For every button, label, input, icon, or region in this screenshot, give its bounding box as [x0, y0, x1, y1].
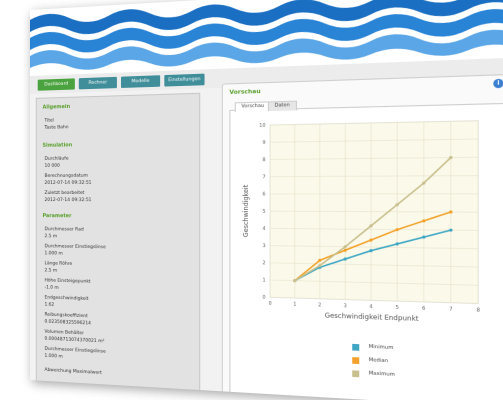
y-tick-label: 6 — [262, 191, 265, 198]
legend-label: Median — [369, 357, 388, 367]
sidebar-section-title: Parameter — [43, 213, 72, 219]
tab-vorschau[interactable]: Vorschau — [235, 101, 271, 112]
sidebar-section-title: Simulation — [43, 142, 73, 149]
sidebar-item: 10 000 — [44, 164, 59, 169]
sidebar-item: 2012-07-14 09:32:51 — [44, 181, 91, 186]
sidebar: Allgemein Titel Taste Bahn Simulation Du… — [36, 93, 200, 400]
x-tick-label: 7 — [449, 306, 453, 313]
sidebar-item: Durchläufe — [44, 157, 68, 162]
y-tick-label: 9 — [262, 140, 265, 147]
sidebar-item: Volumen Behälter — [44, 330, 83, 337]
sidebar-item: Endgeschwindigkeit — [44, 295, 88, 301]
sidebar-item: Abweichung Maximalwert — [44, 368, 101, 376]
browser-page: Dashboard Rechner Modelle Einstellungen … — [30, 0, 503, 400]
y-tick-label: 0 — [262, 294, 265, 301]
x-tick-label: 1 — [293, 301, 296, 308]
sidebar-item: Berechnungsdatum — [44, 174, 87, 179]
x-tick-label: 5 — [395, 304, 399, 311]
data-point-median[interactable] — [422, 219, 425, 222]
sidebar-item: 2.5 m — [44, 268, 57, 273]
sidebar-item: 1.000 m — [44, 251, 62, 256]
nav-tab-dashboard[interactable]: Dashboard — [38, 78, 75, 90]
sidebar-item: Länge Röhre — [44, 261, 72, 267]
tab-container: Vorschau Daten 0 1 2 3 4 5 6 7 8 0 1 2 3 4 5 6 7 8 9 10 Ges… — [229, 103, 503, 400]
sidebar-section-title: Allgemein — [43, 104, 71, 111]
sidebar-item: Durchmesser Rad — [44, 227, 83, 232]
legend-swatch — [352, 344, 359, 351]
x-tick-label: 4 — [369, 304, 373, 311]
x-tick-label: 3 — [344, 303, 348, 310]
legend-item-median[interactable]: Median — [352, 356, 399, 367]
data-point-maximum[interactable] — [396, 203, 399, 206]
sidebar-item: 1.000 m — [44, 354, 62, 360]
sidebar-item: 2.5 m — [44, 234, 57, 239]
y-tick-label: 5 — [262, 208, 265, 215]
line-chart: 0 1 2 3 4 5 6 7 8 0 1 2 3 4 5 6 7 8 9 10 Geschwindigkeit En… — [239, 114, 493, 344]
y-tick-label: 4 — [262, 226, 265, 233]
x-axis-label: Geschwindigkeit Endpunkt — [325, 313, 420, 323]
data-point-maximum[interactable] — [369, 224, 372, 227]
sidebar-item: 1.62 — [44, 302, 54, 307]
legend-label: Minimum — [369, 343, 394, 353]
nav-tab-rechner[interactable]: Rechner — [79, 77, 117, 90]
legend-label: Maximum — [369, 370, 395, 380]
y-tick-label: 3 — [262, 243, 265, 250]
sidebar-item: Zuletzt bearbeitet — [44, 191, 84, 196]
y-tick-label: 2 — [262, 260, 265, 267]
x-tick-label: 0 — [268, 300, 271, 307]
info-icon[interactable]: i — [493, 79, 503, 89]
data-point-median[interactable] — [449, 210, 452, 213]
sidebar-item: 0.023508325596214 — [44, 320, 91, 327]
sidebar-item: Höhe Einsteigepunkt — [44, 278, 90, 284]
panel-title: Vorschau — [229, 89, 260, 96]
y-tick-label: 1 — [262, 277, 265, 284]
legend-swatch — [352, 370, 359, 377]
sidebar-item: 2012-07-14 09:32:51 — [44, 198, 91, 203]
x-tick-label: 8 — [476, 307, 480, 314]
sidebar-item: -1.0 m — [44, 285, 58, 290]
sidebar-item: 0.00048713074370021 m² — [44, 337, 104, 345]
y-tick-label: 8 — [262, 157, 265, 164]
data-point-maximum[interactable] — [422, 181, 425, 184]
x-tick-label: 2 — [318, 302, 322, 309]
y-axis-label: Geschwindigkeit — [243, 184, 250, 237]
x-tick-label: 6 — [422, 305, 426, 312]
legend-item-minimum[interactable]: Minimum — [352, 343, 399, 354]
nav-tab-einstellungen[interactable]: Einstellungen — [164, 74, 204, 87]
sidebar-item: Titel — [44, 118, 53, 123]
y-tick-label: 10 — [259, 122, 266, 129]
nav-tab-modelle[interactable]: Modelle — [121, 75, 160, 88]
sidebar-item: Reibungskoeffizient — [44, 313, 87, 320]
sidebar-item: Taste Bahn — [44, 125, 68, 131]
tab-daten[interactable]: Daten — [268, 101, 297, 111]
legend-item-maximum[interactable]: Maximum — [352, 369, 399, 380]
chart-area: 0 1 2 3 4 5 6 7 8 0 1 2 3 4 5 6 7 8 9 10 Geschwindigkeit En… — [239, 114, 493, 400]
y-tick-label: 7 — [262, 174, 265, 181]
legend-swatch — [352, 357, 359, 364]
preview-panel: Vorschau i Vorschau Daten 0 1 2 3 4 5 6 7 8 0 1 2 3 4… — [222, 74, 503, 400]
sidebar-item: Durchmesser Einstiegslinse — [44, 244, 105, 250]
